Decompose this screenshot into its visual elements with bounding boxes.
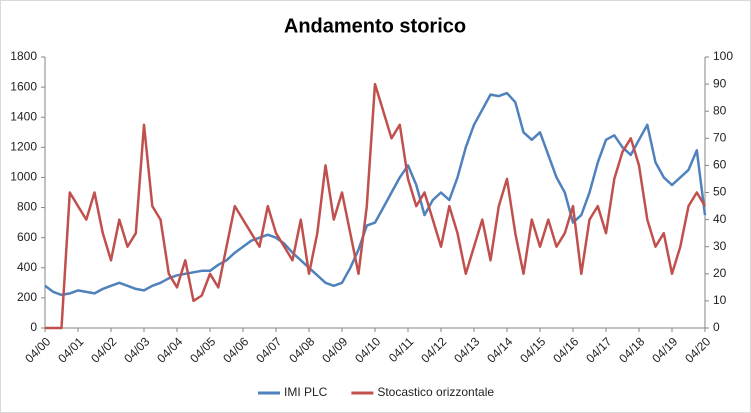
- y-tick-label: 0: [30, 320, 37, 334]
- series-line: [44, 91, 707, 297]
- y-tick-label: 1000: [10, 170, 37, 184]
- y2-tick-label: 70: [713, 130, 727, 144]
- y2-tick-label: 90: [713, 76, 727, 90]
- y2-tick-label: 100: [713, 49, 733, 63]
- series-line: [45, 82, 707, 330]
- y-tick-label: 400: [17, 260, 37, 274]
- y2-tick-label: 60: [713, 158, 727, 172]
- legend-label: IMI PLC: [284, 385, 328, 399]
- y-tick-label: 1600: [10, 79, 37, 93]
- y2-tick-label: 80: [713, 103, 727, 117]
- y-tick-label: 600: [17, 230, 37, 244]
- y2-tick-label: 40: [713, 212, 727, 226]
- chart-title: Andamento storico: [284, 15, 466, 37]
- y-tick-label: 200: [17, 290, 37, 304]
- legend-label: Stocastico orizzontale: [377, 385, 494, 399]
- y-tick-label: 1400: [10, 109, 37, 123]
- y2-tick-label: 30: [713, 239, 727, 253]
- y2-tick-label: 20: [713, 266, 727, 280]
- y2-tick-label: 0: [713, 320, 720, 334]
- y2-tick-label: 50: [713, 185, 727, 199]
- y-tick-label: 1200: [10, 140, 37, 154]
- y2-tick-label: 10: [713, 293, 727, 307]
- y-tick-label: 1800: [10, 49, 37, 63]
- y-tick-label: 800: [17, 200, 37, 214]
